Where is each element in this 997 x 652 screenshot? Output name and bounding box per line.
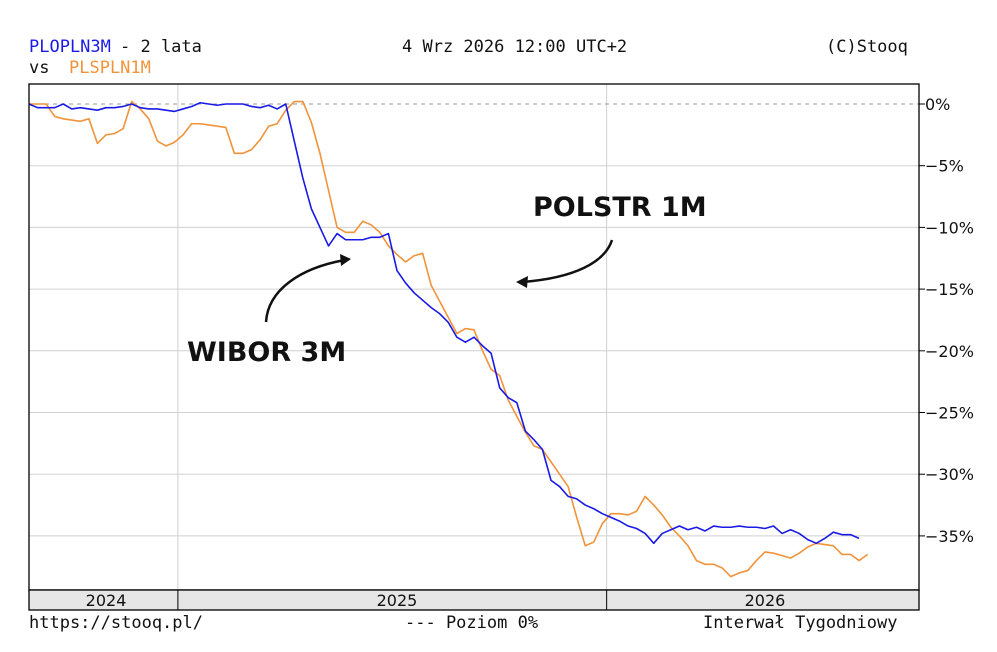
- polstr-arrow: [521, 239, 614, 284]
- wibor-annotation: WIBOR 3M: [187, 337, 347, 368]
- main-symbol-label: PLOPLN3M: [29, 37, 111, 57]
- y-tick-label: −25%: [925, 404, 974, 423]
- vs-label: vs: [29, 58, 50, 78]
- zero-level-legend: --- Poziom 0%: [405, 613, 539, 633]
- y-tick-label: 0%: [925, 95, 950, 114]
- datetime-label: 4 Wrz 2026 12:00 UTC+2: [402, 37, 628, 57]
- x-tick-label: 2024: [86, 591, 127, 610]
- y-tick-label: −35%: [925, 527, 974, 546]
- wibor-arrow: [264, 258, 346, 323]
- polstr-annotation: POLSTR 1M: [533, 192, 707, 223]
- series-group: [28, 100, 869, 578]
- copyright-label: (C)Stooq: [826, 37, 908, 57]
- x-tick-label: 2025: [377, 591, 418, 610]
- series-line-plspln1m: [29, 100, 869, 578]
- x-axis: 2024 2025 2026: [86, 590, 786, 610]
- period-label: - 2 lata: [120, 37, 202, 57]
- series-line-plopln3m: [28, 101, 860, 545]
- y-tick-label: −20%: [925, 342, 974, 361]
- compare-symbol-label: PLSPLN1M: [69, 58, 151, 78]
- annotation-arrows: [264, 239, 614, 323]
- source-url[interactable]: https://stooq.pl/: [29, 613, 203, 633]
- y-axis: 0% −5% −10% −15% −20% −25% −30% −35%: [919, 95, 974, 546]
- x-tick-label: 2026: [745, 591, 786, 610]
- polstr-arrowhead: [516, 276, 528, 288]
- y-tick-label: −5%: [925, 157, 964, 176]
- grid: [29, 84, 919, 590]
- interval-label: Interwał Tygodniowy: [703, 613, 898, 633]
- y-tick-label: −30%: [925, 465, 974, 484]
- y-tick-label: −15%: [925, 280, 974, 299]
- y-tick-label: −10%: [925, 218, 974, 237]
- x-axis-band: [28, 589, 920, 611]
- wibor-arrowhead: [340, 254, 351, 266]
